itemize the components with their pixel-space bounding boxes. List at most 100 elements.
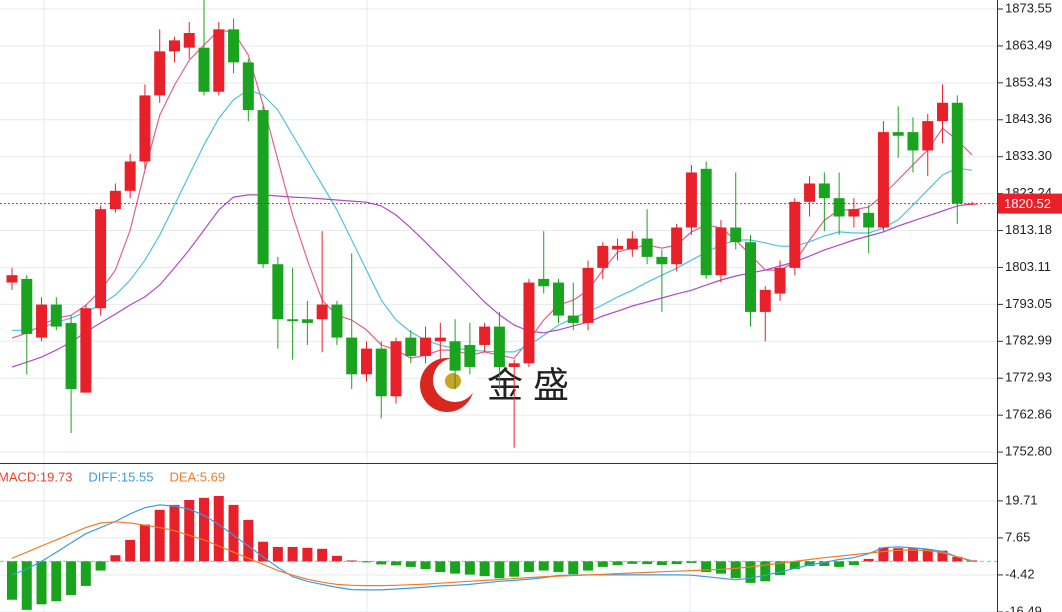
- candle-body: [685, 172, 697, 228]
- macd-bar: [937, 550, 948, 562]
- candle-body: [198, 47, 210, 92]
- macd-bar: [361, 561, 372, 563]
- macd-bar: [878, 547, 889, 562]
- candle-body: [715, 227, 727, 276]
- macd-bar: [184, 499, 195, 562]
- macd-bar: [125, 539, 136, 562]
- macd-bar: [36, 561, 47, 605]
- candle-body: [405, 337, 417, 356]
- indicator-readout: MACD:19.73: [0, 469, 72, 484]
- y-tick-label: 1752.80: [1005, 444, 1052, 459]
- macd-bar: [671, 561, 682, 565]
- macd-bar: [804, 561, 815, 566]
- candle-body: [612, 245, 624, 250]
- macd-bar: [597, 561, 608, 567]
- macd-bar: [715, 561, 726, 574]
- y-tick-label: 1873.55: [1005, 0, 1052, 15]
- macd-bar: [169, 504, 180, 562]
- indicator-readout: DIFF:15.55: [88, 469, 153, 484]
- candle-body: [50, 304, 62, 327]
- watermark-text: 金 盛: [487, 365, 569, 406]
- y-tick-label: 1793.05: [1005, 296, 1052, 311]
- candle-body: [656, 256, 668, 265]
- candle-body: [36, 304, 48, 338]
- candle-body: [360, 348, 372, 375]
- y-tick-label: 1772.93: [1005, 370, 1052, 385]
- candle-body: [922, 121, 934, 151]
- macd-bar: [66, 561, 77, 596]
- macd-bar: [701, 561, 712, 573]
- macd-bar: [907, 548, 918, 562]
- y-tick-label: 1843.36: [1005, 111, 1052, 126]
- macd-bar: [302, 547, 313, 562]
- macd-bar: [80, 561, 91, 586]
- candle-body: [833, 198, 845, 217]
- macd-bar: [819, 561, 830, 566]
- y-tick-label: 1853.43: [1005, 74, 1052, 89]
- macd-bar: [391, 561, 402, 566]
- candle-body: [745, 242, 756, 312]
- candle-body: [213, 29, 225, 92]
- macd-bar: [199, 497, 210, 562]
- candle-body: [109, 190, 121, 210]
- macd-bar: [464, 561, 475, 575]
- candle-body: [242, 62, 254, 111]
- logo-ball: [445, 373, 461, 389]
- candle-body: [331, 304, 343, 338]
- macd-bar: [612, 561, 623, 566]
- indicator-readout: DEA:5.69: [169, 469, 225, 484]
- macd-bar: [213, 495, 224, 562]
- y-tick-label: 7.65: [1005, 529, 1030, 544]
- y-tick-label: -16.49: [1005, 603, 1042, 612]
- macd-bar: [834, 561, 845, 567]
- candle-body: [818, 183, 830, 199]
- indicator-line: [11, 521, 973, 587]
- candle-body: [937, 102, 949, 122]
- candle-body: [759, 289, 771, 312]
- candle-body: [287, 319, 299, 322]
- candle-body: [951, 102, 963, 204]
- macd-bar: [642, 561, 653, 565]
- macd-bar: [95, 561, 106, 571]
- candle-body: [95, 209, 107, 309]
- macd-bar: [154, 509, 165, 562]
- candle-body: [789, 201, 801, 268]
- candle-body: [464, 344, 476, 367]
- candle-body: [449, 341, 461, 371]
- y-tick-label: 1833.30: [1005, 148, 1052, 163]
- y-tick-label: 1813.18: [1005, 222, 1052, 237]
- candle-body: [21, 278, 33, 334]
- candle-body: [65, 322, 77, 389]
- y-tick-label: 19.71: [1005, 492, 1038, 507]
- candle-body: [479, 326, 491, 345]
- macd-bar: [51, 561, 62, 602]
- macd-bar: [139, 524, 150, 562]
- macd-bar: [538, 561, 549, 571]
- y-tick-label: 1803.11: [1005, 259, 1051, 274]
- marks: [0, 0, 997, 610]
- candle-body: [567, 315, 579, 323]
- macd-bar: [952, 556, 963, 562]
- candle-body: [892, 132, 904, 136]
- candle-body: [346, 337, 358, 375]
- candle-body: [508, 363, 520, 367]
- macd-bar: [893, 548, 904, 562]
- macd-bar: [258, 541, 269, 562]
- candle-body: [626, 238, 638, 250]
- macd-bar: [494, 561, 505, 579]
- macd-bar: [523, 561, 534, 573]
- macd-bar: [228, 504, 239, 562]
- macd-bar: [346, 560, 357, 562]
- candle-body: [124, 161, 136, 191]
- candle-body: [641, 238, 653, 257]
- last-price-label: 1820.52: [1004, 196, 1051, 211]
- macd-bar: [243, 519, 254, 562]
- candle-body: [375, 348, 387, 397]
- indicator-line: [11, 29, 973, 359]
- macd-bar: [627, 561, 638, 564]
- macd-bar: [7, 561, 17, 600]
- candle-body: [700, 168, 712, 276]
- indicator-line: [11, 194, 973, 368]
- candle-body: [848, 209, 860, 217]
